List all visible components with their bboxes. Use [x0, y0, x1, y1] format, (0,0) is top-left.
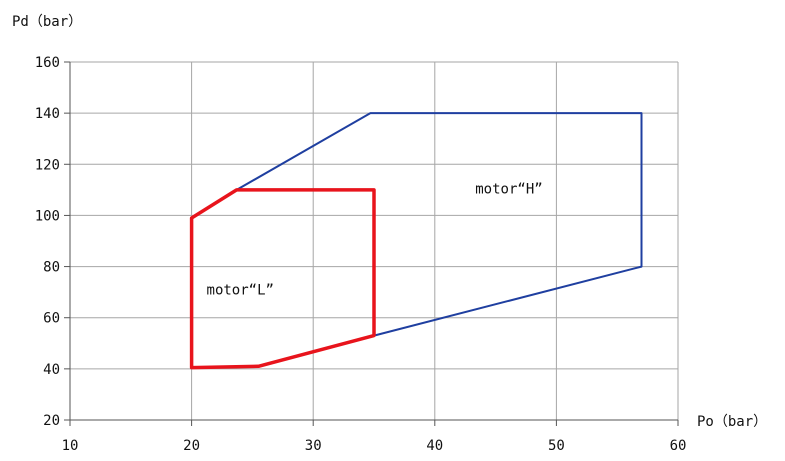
- y-tick-label-6: 140: [35, 106, 60, 122]
- series-group: [189, 112, 643, 370]
- x-tick-label-4: 50: [548, 438, 565, 454]
- y-tick-label-5: 120: [35, 157, 60, 173]
- annotation-0: motor“H”: [475, 182, 542, 198]
- series-line-1: [189, 188, 376, 370]
- y-tick-label-2: 60: [43, 311, 60, 327]
- x-tick-label-1: 20: [183, 438, 200, 454]
- y-tick-label-3: 80: [43, 260, 60, 276]
- annotations: motor“H” motor“L”: [207, 182, 543, 299]
- series-line-0: [191, 112, 643, 337]
- y-tick-label-4: 100: [35, 208, 60, 224]
- x-tick-label-2: 30: [305, 438, 322, 454]
- x-tick-labels: 10 20 30 40 50 60: [62, 438, 687, 454]
- y-tick-labels: 20 40 60 80 100 120 140 160: [35, 55, 60, 429]
- y-tick-label-7: 160: [35, 55, 60, 71]
- x-tick-label-0: 10: [62, 438, 79, 454]
- x-axis-title: Po（bar）: [697, 414, 767, 430]
- x-tick-label-5: 60: [670, 438, 687, 454]
- annotation-1: motor“L”: [207, 283, 274, 299]
- y-tick-label-1: 40: [43, 362, 60, 378]
- grid: [64, 61, 679, 426]
- x-tick-label-3: 40: [426, 438, 443, 454]
- y-axis-title: Pd（bar）: [12, 14, 82, 30]
- y-tick-label-0: 20: [43, 413, 60, 429]
